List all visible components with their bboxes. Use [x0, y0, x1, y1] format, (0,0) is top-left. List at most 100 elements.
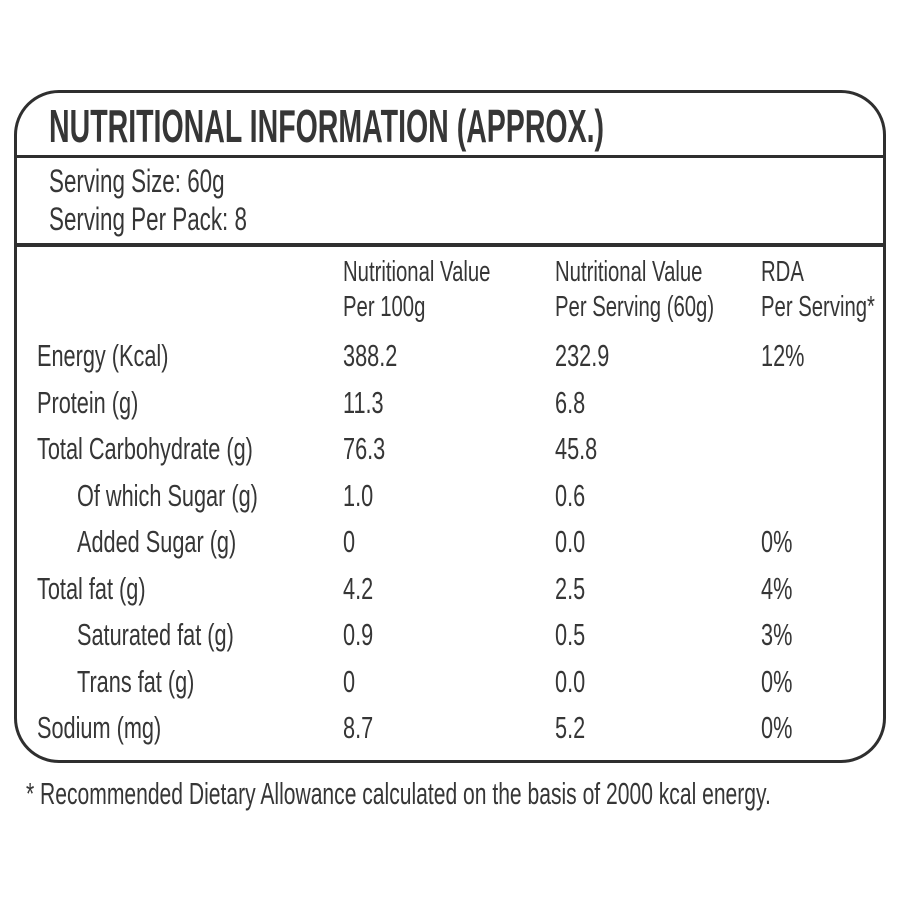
value-rda: 0%	[761, 664, 869, 700]
column-header-text: Nutritional Value	[555, 256, 703, 288]
value-per-100g: 388.2	[343, 338, 555, 374]
nutrition-table: Nutritional Value Per 100g Nutritional V…	[17, 247, 883, 760]
row-label-text: Saturated fat (g)	[77, 617, 234, 653]
value-text: 2.5	[555, 570, 586, 606]
value-text: 0.0	[555, 524, 586, 560]
panel-title-row: NUTRITIONAL INFORMATION (APPROX.)	[17, 93, 883, 158]
value-text: 0.6	[555, 477, 586, 513]
value-rda	[761, 385, 869, 421]
value-text: 388.2	[343, 338, 398, 374]
row-label: Energy (Kcal)	[37, 338, 343, 374]
table-row-total-fat: Total fat (g) 4.2 2.5 4%	[37, 566, 869, 613]
value-text: 76.3	[343, 431, 386, 467]
column-header-text: Per Serving (60g)	[555, 291, 715, 323]
serving-per-pack-line: Serving Per Pack: 8	[49, 200, 883, 238]
value-per-100g: 11.3	[343, 385, 555, 421]
value-per-100g: 0	[343, 664, 555, 700]
value-text: 6.8	[555, 384, 586, 420]
row-label: Protein (g)	[37, 385, 343, 421]
page-title: NUTRITIONAL INFORMATION (APPROX.)	[49, 100, 605, 152]
value-text: 0.0	[555, 663, 586, 699]
value-text: 0.5	[555, 617, 586, 653]
value-text: 3%	[761, 617, 793, 653]
row-label: Total Carbohydrate (g)	[37, 431, 343, 467]
value-rda	[761, 431, 869, 467]
row-label: Saturated fat (g)	[37, 617, 343, 653]
table-row-of-which-sugar: Of which Sugar (g) 1.0 0.6	[37, 473, 869, 520]
table-row-saturated-fat: Saturated fat (g) 0.9 0.5 3%	[37, 612, 869, 659]
column-header-text: Per Serving*	[761, 291, 875, 323]
value-text: 0%	[761, 663, 793, 699]
column-header-per-serving: Nutritional Value Per Serving (60g)	[555, 255, 761, 325]
value-text: 232.9	[555, 338, 610, 374]
value-rda: 4%	[761, 571, 869, 607]
row-label-text: Total fat (g)	[37, 570, 146, 606]
value-text: 12%	[761, 338, 805, 374]
value-rda: 3%	[761, 617, 869, 653]
value-text: 0	[343, 663, 356, 699]
column-header-rda: RDA Per Serving*	[761, 255, 900, 325]
value-per-100g: 0.9	[343, 617, 555, 653]
table-row-sodium: Sodium (mg) 8.7 5.2 0%	[37, 705, 869, 752]
value-per-100g: 76.3	[343, 431, 555, 467]
table-row-protein: Protein (g) 11.3 6.8	[37, 380, 869, 427]
value-per-serving: 0.5	[555, 617, 761, 653]
footnote: * Recommended Dietary Allowance calculat…	[26, 776, 900, 812]
row-label: Of which Sugar (g)	[37, 478, 343, 514]
column-header-per-100g: Nutritional Value Per 100g	[343, 255, 555, 325]
value-text: 45.8	[555, 431, 598, 467]
value-text: 0	[343, 524, 356, 560]
value-per-100g: 0	[343, 524, 555, 560]
value-rda: 12%	[761, 338, 869, 374]
table-row-added-sugar: Added Sugar (g) 0 0.0 0%	[37, 519, 869, 566]
table-header-row: Nutritional Value Per 100g Nutritional V…	[37, 255, 875, 325]
nutrition-panel: NUTRITIONAL INFORMATION (APPROX.) Servin…	[14, 90, 886, 763]
value-text: 4.2	[343, 570, 374, 606]
value-per-serving: 0.6	[555, 478, 761, 514]
serving-info: Serving Size: 60g Serving Per Pack: 8	[17, 158, 883, 247]
value-per-serving: 2.5	[555, 571, 761, 607]
row-label-text: Trans fat (g)	[77, 663, 195, 699]
column-header-text: Per 100g	[343, 291, 426, 323]
column-header-text: RDA	[761, 256, 804, 288]
value-per-100g: 4.2	[343, 571, 555, 607]
row-label-text: Energy (Kcal)	[37, 338, 169, 374]
row-label-text: Total Carbohydrate (g)	[37, 431, 253, 467]
value-per-100g: 1.0	[343, 478, 555, 514]
row-label-text: Of which Sugar (g)	[77, 477, 258, 513]
value-rda: 0%	[761, 710, 869, 746]
serving-per-pack-label: Serving Per Pack: 8	[49, 201, 247, 237]
value-text: 11.3	[343, 384, 384, 420]
serving-size-label: Serving Size: 60g	[49, 163, 225, 199]
serving-size-line: Serving Size: 60g	[49, 162, 883, 200]
row-label-text: Added Sugar (g)	[77, 524, 237, 560]
value-per-100g: 8.7	[343, 710, 555, 746]
value-per-serving: 5.2	[555, 710, 761, 746]
row-label-text: Sodium (mg)	[37, 710, 162, 746]
value-text: 1.0	[343, 477, 374, 513]
table-row-energy: Energy (Kcal) 388.2 232.9 12%	[37, 333, 869, 380]
value-per-serving: 6.8	[555, 385, 761, 421]
value-per-serving: 0.0	[555, 664, 761, 700]
value-text: 8.7	[343, 710, 374, 746]
value-rda	[761, 478, 869, 514]
column-header-text: Nutritional Value	[343, 256, 491, 288]
footnote-text: * Recommended Dietary Allowance calculat…	[26, 776, 771, 811]
row-label: Sodium (mg)	[37, 710, 343, 746]
value-text: 0%	[761, 524, 793, 560]
value-rda: 0%	[761, 524, 869, 560]
value-per-serving: 232.9	[555, 338, 761, 374]
value-per-serving: 45.8	[555, 431, 761, 467]
row-label: Total fat (g)	[37, 571, 343, 607]
value-text: 4%	[761, 570, 793, 606]
row-label-text: Protein (g)	[37, 384, 139, 420]
table-row-total-carbohydrate: Total Carbohydrate (g) 76.3 45.8	[37, 426, 869, 473]
value-text: 5.2	[555, 710, 586, 746]
table-row-trans-fat: Trans fat (g) 0 0.0 0%	[37, 659, 869, 706]
value-text: 0%	[761, 710, 793, 746]
row-label: Added Sugar (g)	[37, 524, 343, 560]
row-label: Trans fat (g)	[37, 664, 343, 700]
value-text: 0.9	[343, 617, 374, 653]
column-header-blank	[37, 255, 343, 325]
